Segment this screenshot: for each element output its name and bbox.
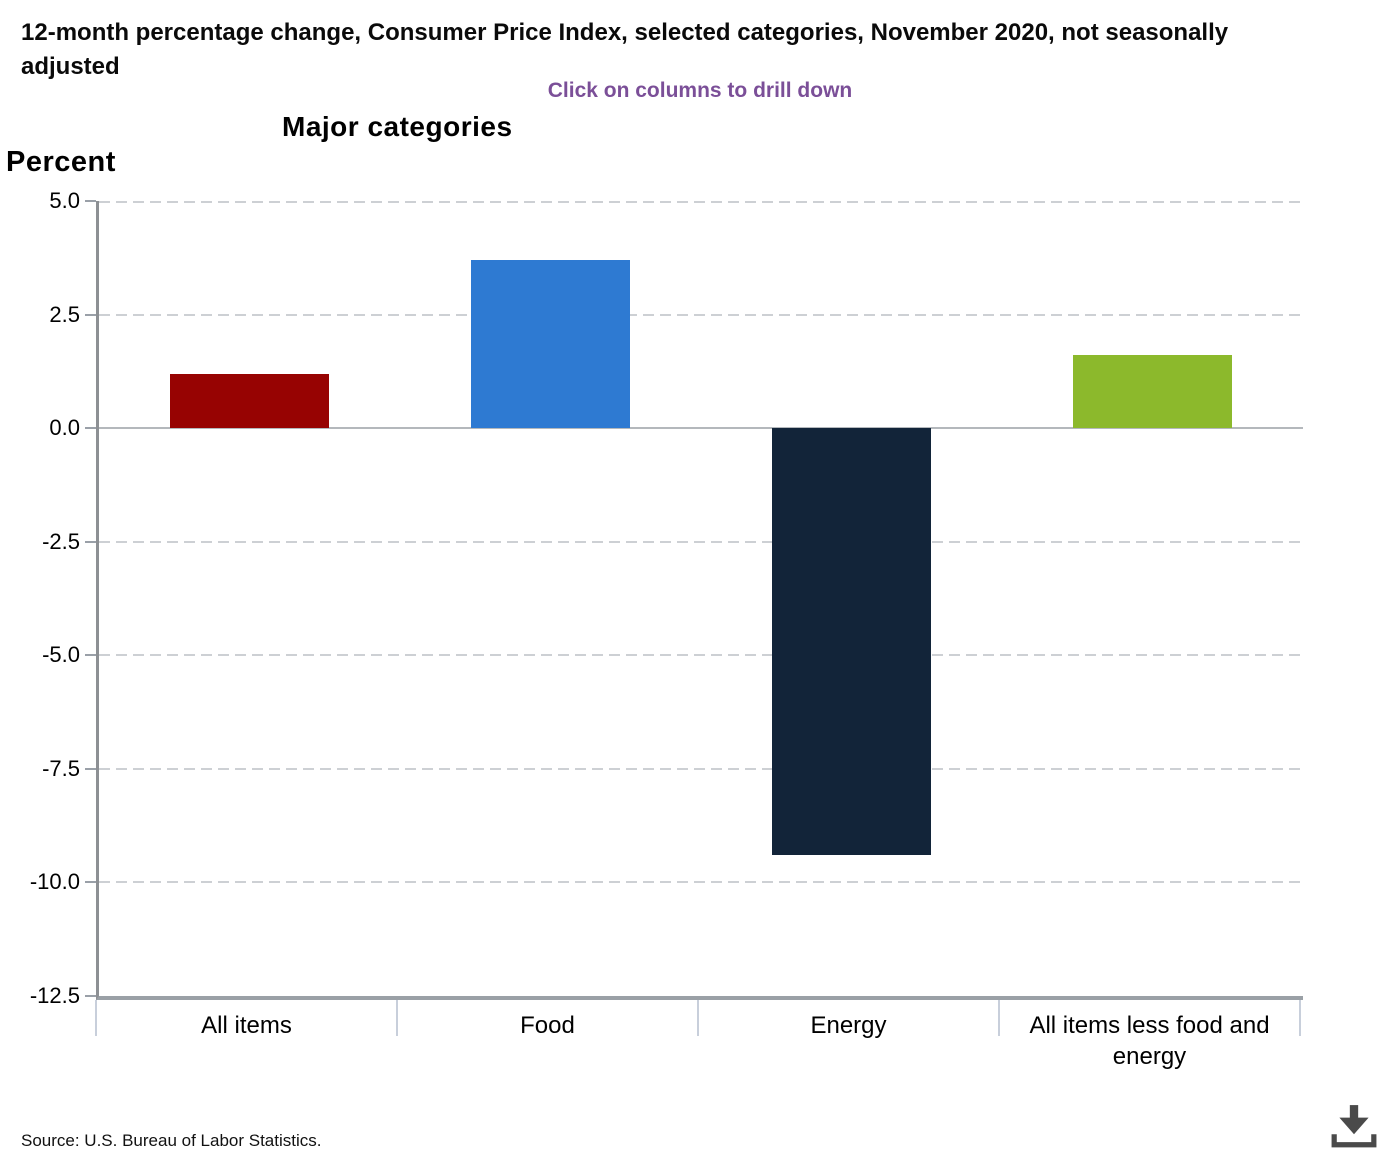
x-tick-mark xyxy=(1299,1000,1301,1036)
zero-gridline xyxy=(99,427,1303,430)
y-tick-label: -12.5 xyxy=(29,983,80,1008)
y-tick-label: -5.0 xyxy=(42,642,80,668)
x-category-label: All items xyxy=(201,1012,292,1039)
y-tick-mark xyxy=(85,313,96,316)
y-tick-mark xyxy=(85,540,96,543)
x-category-label: All items less food and energy xyxy=(1029,1012,1270,1070)
x-tick-mark xyxy=(396,1000,398,1036)
x-category-label: Energy xyxy=(810,1012,887,1039)
gridline xyxy=(99,313,1303,316)
y-tick-label: -2.5 xyxy=(42,528,80,554)
y-tick-label: -7.5 xyxy=(42,755,80,781)
bar-energy[interactable] xyxy=(772,428,931,856)
gridline xyxy=(99,201,1303,203)
bar-all-items-less-food-and-energy[interactable] xyxy=(1073,355,1232,429)
x-tick-mark xyxy=(95,1000,97,1036)
y-tick-mark xyxy=(85,881,96,884)
y-axis-title: Percent xyxy=(6,146,116,178)
gridline xyxy=(99,654,1303,657)
drilldown-hint: Click on columns to drill down xyxy=(547,79,853,102)
gridline xyxy=(99,767,1303,770)
y-tick-mark xyxy=(85,767,96,770)
y-tick-label: -10.0 xyxy=(29,869,80,895)
x-tick-mark xyxy=(697,1000,699,1036)
gridline xyxy=(99,881,1303,884)
x-axis-labels: All items Food Energy All items less food a… xyxy=(96,1010,1300,1072)
y-tick-mark xyxy=(85,654,96,657)
x-category-label: Food xyxy=(520,1012,575,1039)
source-note: Source: U.S. Bureau of Labor Statistics. xyxy=(21,1131,322,1150)
plot-canvas xyxy=(99,201,1303,996)
y-tick-mark xyxy=(85,427,96,430)
download-icon xyxy=(1331,1105,1377,1148)
bar-food[interactable] xyxy=(471,260,630,429)
plot-area xyxy=(96,201,1303,1000)
y-tick-label: 2.5 xyxy=(49,301,80,327)
bar-all-items[interactable] xyxy=(170,373,329,429)
download-button[interactable] xyxy=(1330,1103,1380,1153)
gridline xyxy=(99,540,1303,543)
y-tick-label: 5.0 xyxy=(49,188,80,213)
chart-title: Major categories xyxy=(282,111,513,142)
y-tick-mark xyxy=(85,200,96,202)
page-title: 12-month percentage change, Consumer Pri… xyxy=(21,19,1229,80)
y-tick-mark xyxy=(85,995,96,997)
x-tick-mark xyxy=(998,1000,1000,1036)
y-tick-label: 0.0 xyxy=(49,415,80,441)
